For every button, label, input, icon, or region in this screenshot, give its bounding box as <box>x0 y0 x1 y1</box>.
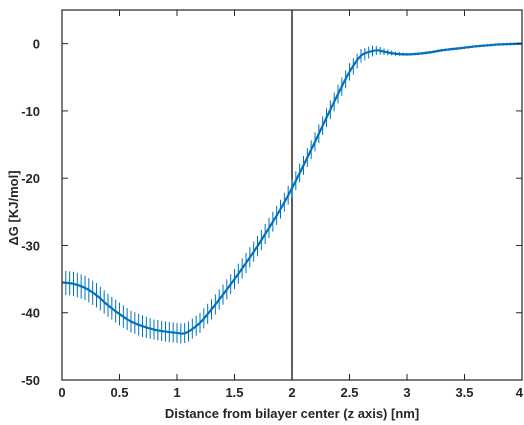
x-axis-label: Distance from bilayer center (z axis) [n… <box>165 406 419 421</box>
y-tick-label: -50 <box>21 373 40 388</box>
y-axis-label: ΔG [KJ/mol] <box>6 170 21 245</box>
y-axis-ticks: -50 -40 -30 -20 -10 0 <box>21 37 522 388</box>
y-tick-label: -30 <box>21 238 40 253</box>
x-tick-label: 0.5 <box>110 385 128 400</box>
x-tick-label: 2 <box>288 385 295 400</box>
y-tick-label: -10 <box>21 104 40 119</box>
x-tick-label: 3.5 <box>455 385 473 400</box>
x-tick-label: 3 <box>403 385 410 400</box>
x-tick-label: 4 <box>516 385 524 400</box>
x-tick-label: 1.5 <box>225 385 243 400</box>
series-line <box>61 42 523 335</box>
x-tick-label: 1 <box>173 385 180 400</box>
x-axis-ticks: 0 0.5 1 1.5 2 2.5 3 3.5 4 <box>58 10 524 400</box>
y-tick-label: 0 <box>33 37 40 52</box>
y-tick-label: -40 <box>21 306 40 321</box>
y-tick-label: -20 <box>21 171 40 186</box>
x-tick-label: 2.5 <box>340 385 358 400</box>
series-line-layer <box>61 42 523 335</box>
x-tick-label: 0 <box>58 385 65 400</box>
